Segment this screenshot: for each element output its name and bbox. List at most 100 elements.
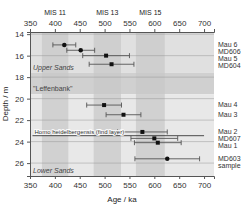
x-axis-title: Age / ka bbox=[107, 195, 137, 204]
tick-label: 400 bbox=[49, 19, 63, 28]
grid-line bbox=[30, 141, 214, 142]
mis-band bbox=[42, 32, 68, 176]
tick-label: 550 bbox=[123, 181, 137, 190]
tick-label: 16 bbox=[15, 52, 24, 61]
point bbox=[121, 113, 125, 117]
tick: 26 bbox=[15, 159, 30, 168]
x-axis: 350 400 450 500 550 600 650 700 bbox=[24, 176, 215, 190]
plot-area bbox=[30, 32, 214, 176]
point-label: MD606 bbox=[218, 48, 241, 55]
tick: 400 bbox=[49, 176, 63, 190]
tick-label: 14 bbox=[15, 30, 24, 39]
tick-label: 350 bbox=[24, 19, 38, 28]
tick: 350 bbox=[24, 19, 38, 32]
tick-label: 500 bbox=[98, 19, 112, 28]
mis-label: MIS 11 bbox=[44, 9, 66, 16]
tick-label: 350 bbox=[24, 181, 38, 190]
tick-label: 700 bbox=[198, 19, 212, 28]
point-label: MD604 bbox=[218, 62, 241, 69]
error-bar bbox=[87, 103, 122, 108]
point-label: sample bbox=[218, 162, 241, 170]
tick: 650 bbox=[173, 19, 187, 32]
tick: 550 bbox=[123, 176, 137, 190]
tick: 500 bbox=[98, 19, 112, 32]
point-label: MD603 bbox=[218, 155, 241, 162]
tick: 16 bbox=[15, 52, 30, 61]
error-bar-cap bbox=[199, 156, 200, 161]
tick-label: 20 bbox=[15, 95, 24, 104]
tick: 14 bbox=[15, 30, 30, 39]
tick-mark bbox=[80, 176, 81, 179]
layer-label: Upper Sands bbox=[33, 64, 74, 72]
mis-band bbox=[136, 32, 165, 176]
point-label: Mau 3 bbox=[218, 111, 238, 118]
tick: 400 bbox=[49, 19, 63, 32]
error-bar-cap bbox=[133, 62, 134, 67]
tick: 500 bbox=[98, 176, 112, 190]
error-bar-cap bbox=[52, 42, 53, 47]
grid-line bbox=[30, 77, 214, 78]
tick-mark bbox=[204, 29, 205, 32]
tick-label: 650 bbox=[173, 19, 187, 28]
tick: 700 bbox=[198, 176, 212, 190]
error-bar bbox=[67, 48, 95, 53]
point-label: Mau 6 bbox=[218, 41, 238, 48]
tick-label: 600 bbox=[148, 19, 162, 28]
tick-mark bbox=[129, 29, 130, 32]
tick-mark bbox=[55, 29, 56, 32]
axis-line bbox=[31, 29, 215, 33]
error-bar bbox=[89, 62, 134, 67]
tick-label: 400 bbox=[49, 181, 63, 190]
tick-mark bbox=[154, 29, 155, 32]
point bbox=[62, 43, 67, 48]
error-bar-cap bbox=[89, 62, 90, 67]
tick-mark bbox=[204, 176, 205, 179]
point bbox=[152, 136, 156, 140]
mis-label: MIS 15 bbox=[139, 9, 161, 16]
tick-label: 650 bbox=[173, 181, 187, 190]
chart: 3504004505005506006507003504004505005506… bbox=[0, 0, 244, 206]
error-bar bbox=[118, 129, 168, 134]
tick: 700 bbox=[198, 19, 212, 32]
point bbox=[102, 103, 106, 107]
tick-mark bbox=[129, 176, 130, 179]
tick-label: 22 bbox=[15, 116, 24, 125]
tick-mark bbox=[30, 29, 31, 32]
error-bar bbox=[131, 136, 178, 141]
tick-mark bbox=[27, 77, 30, 78]
tick: 20 bbox=[15, 95, 30, 104]
plot: 3504004505005506006507003504004505005506… bbox=[1, 9, 241, 204]
grid-line bbox=[30, 120, 214, 121]
point-label: Mau 4 bbox=[218, 101, 238, 108]
point bbox=[78, 48, 83, 53]
axis-line bbox=[31, 177, 215, 180]
axis-line bbox=[27, 33, 31, 177]
tick-label: 500 bbox=[98, 181, 112, 190]
point-label: Mau 5 bbox=[218, 55, 238, 62]
error-bar-cap bbox=[75, 42, 76, 47]
tick-mark bbox=[27, 142, 30, 143]
error-bar bbox=[135, 156, 200, 161]
tick: 18 bbox=[15, 73, 30, 82]
tick-mark bbox=[55, 176, 56, 179]
tick-label: 700 bbox=[198, 181, 212, 190]
error-bar-cap bbox=[134, 156, 135, 161]
error-bar bbox=[134, 140, 181, 145]
tick-label: 450 bbox=[74, 19, 88, 28]
tick-mark bbox=[27, 34, 30, 35]
tick: 24 bbox=[15, 138, 30, 147]
tick: 22 bbox=[15, 116, 30, 125]
tick-mark bbox=[80, 29, 81, 32]
error-bar-cap bbox=[167, 129, 168, 134]
error-bar-cap bbox=[181, 140, 182, 145]
point bbox=[110, 62, 114, 66]
tick: 600 bbox=[148, 176, 162, 190]
point-label: MD607 bbox=[218, 135, 241, 142]
grid-line bbox=[30, 98, 214, 99]
tick-label: 26 bbox=[15, 159, 24, 168]
tick-label: 450 bbox=[74, 181, 88, 190]
tick-mark bbox=[105, 176, 106, 179]
find-layer-line bbox=[32, 135, 204, 136]
tick: 600 bbox=[148, 19, 162, 32]
point bbox=[140, 130, 144, 134]
